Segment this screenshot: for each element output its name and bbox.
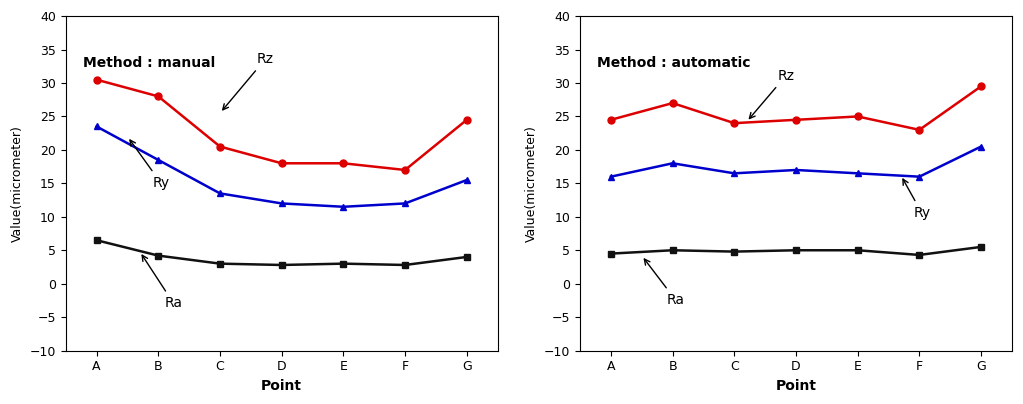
Text: Ry: Ry: [903, 179, 930, 220]
X-axis label: Point: Point: [261, 379, 302, 393]
Y-axis label: Value(micrometer): Value(micrometer): [526, 125, 538, 242]
X-axis label: Point: Point: [775, 379, 816, 393]
Y-axis label: Value(micrometer): Value(micrometer): [11, 125, 25, 242]
Text: Ry: Ry: [130, 140, 169, 190]
Text: Method : manual: Method : manual: [83, 56, 215, 70]
Text: Ra: Ra: [142, 255, 182, 310]
Text: Rz: Rz: [750, 69, 795, 118]
Text: Method : automatic: Method : automatic: [597, 56, 751, 70]
Text: Rz: Rz: [223, 52, 274, 110]
Text: Ra: Ra: [644, 259, 684, 307]
